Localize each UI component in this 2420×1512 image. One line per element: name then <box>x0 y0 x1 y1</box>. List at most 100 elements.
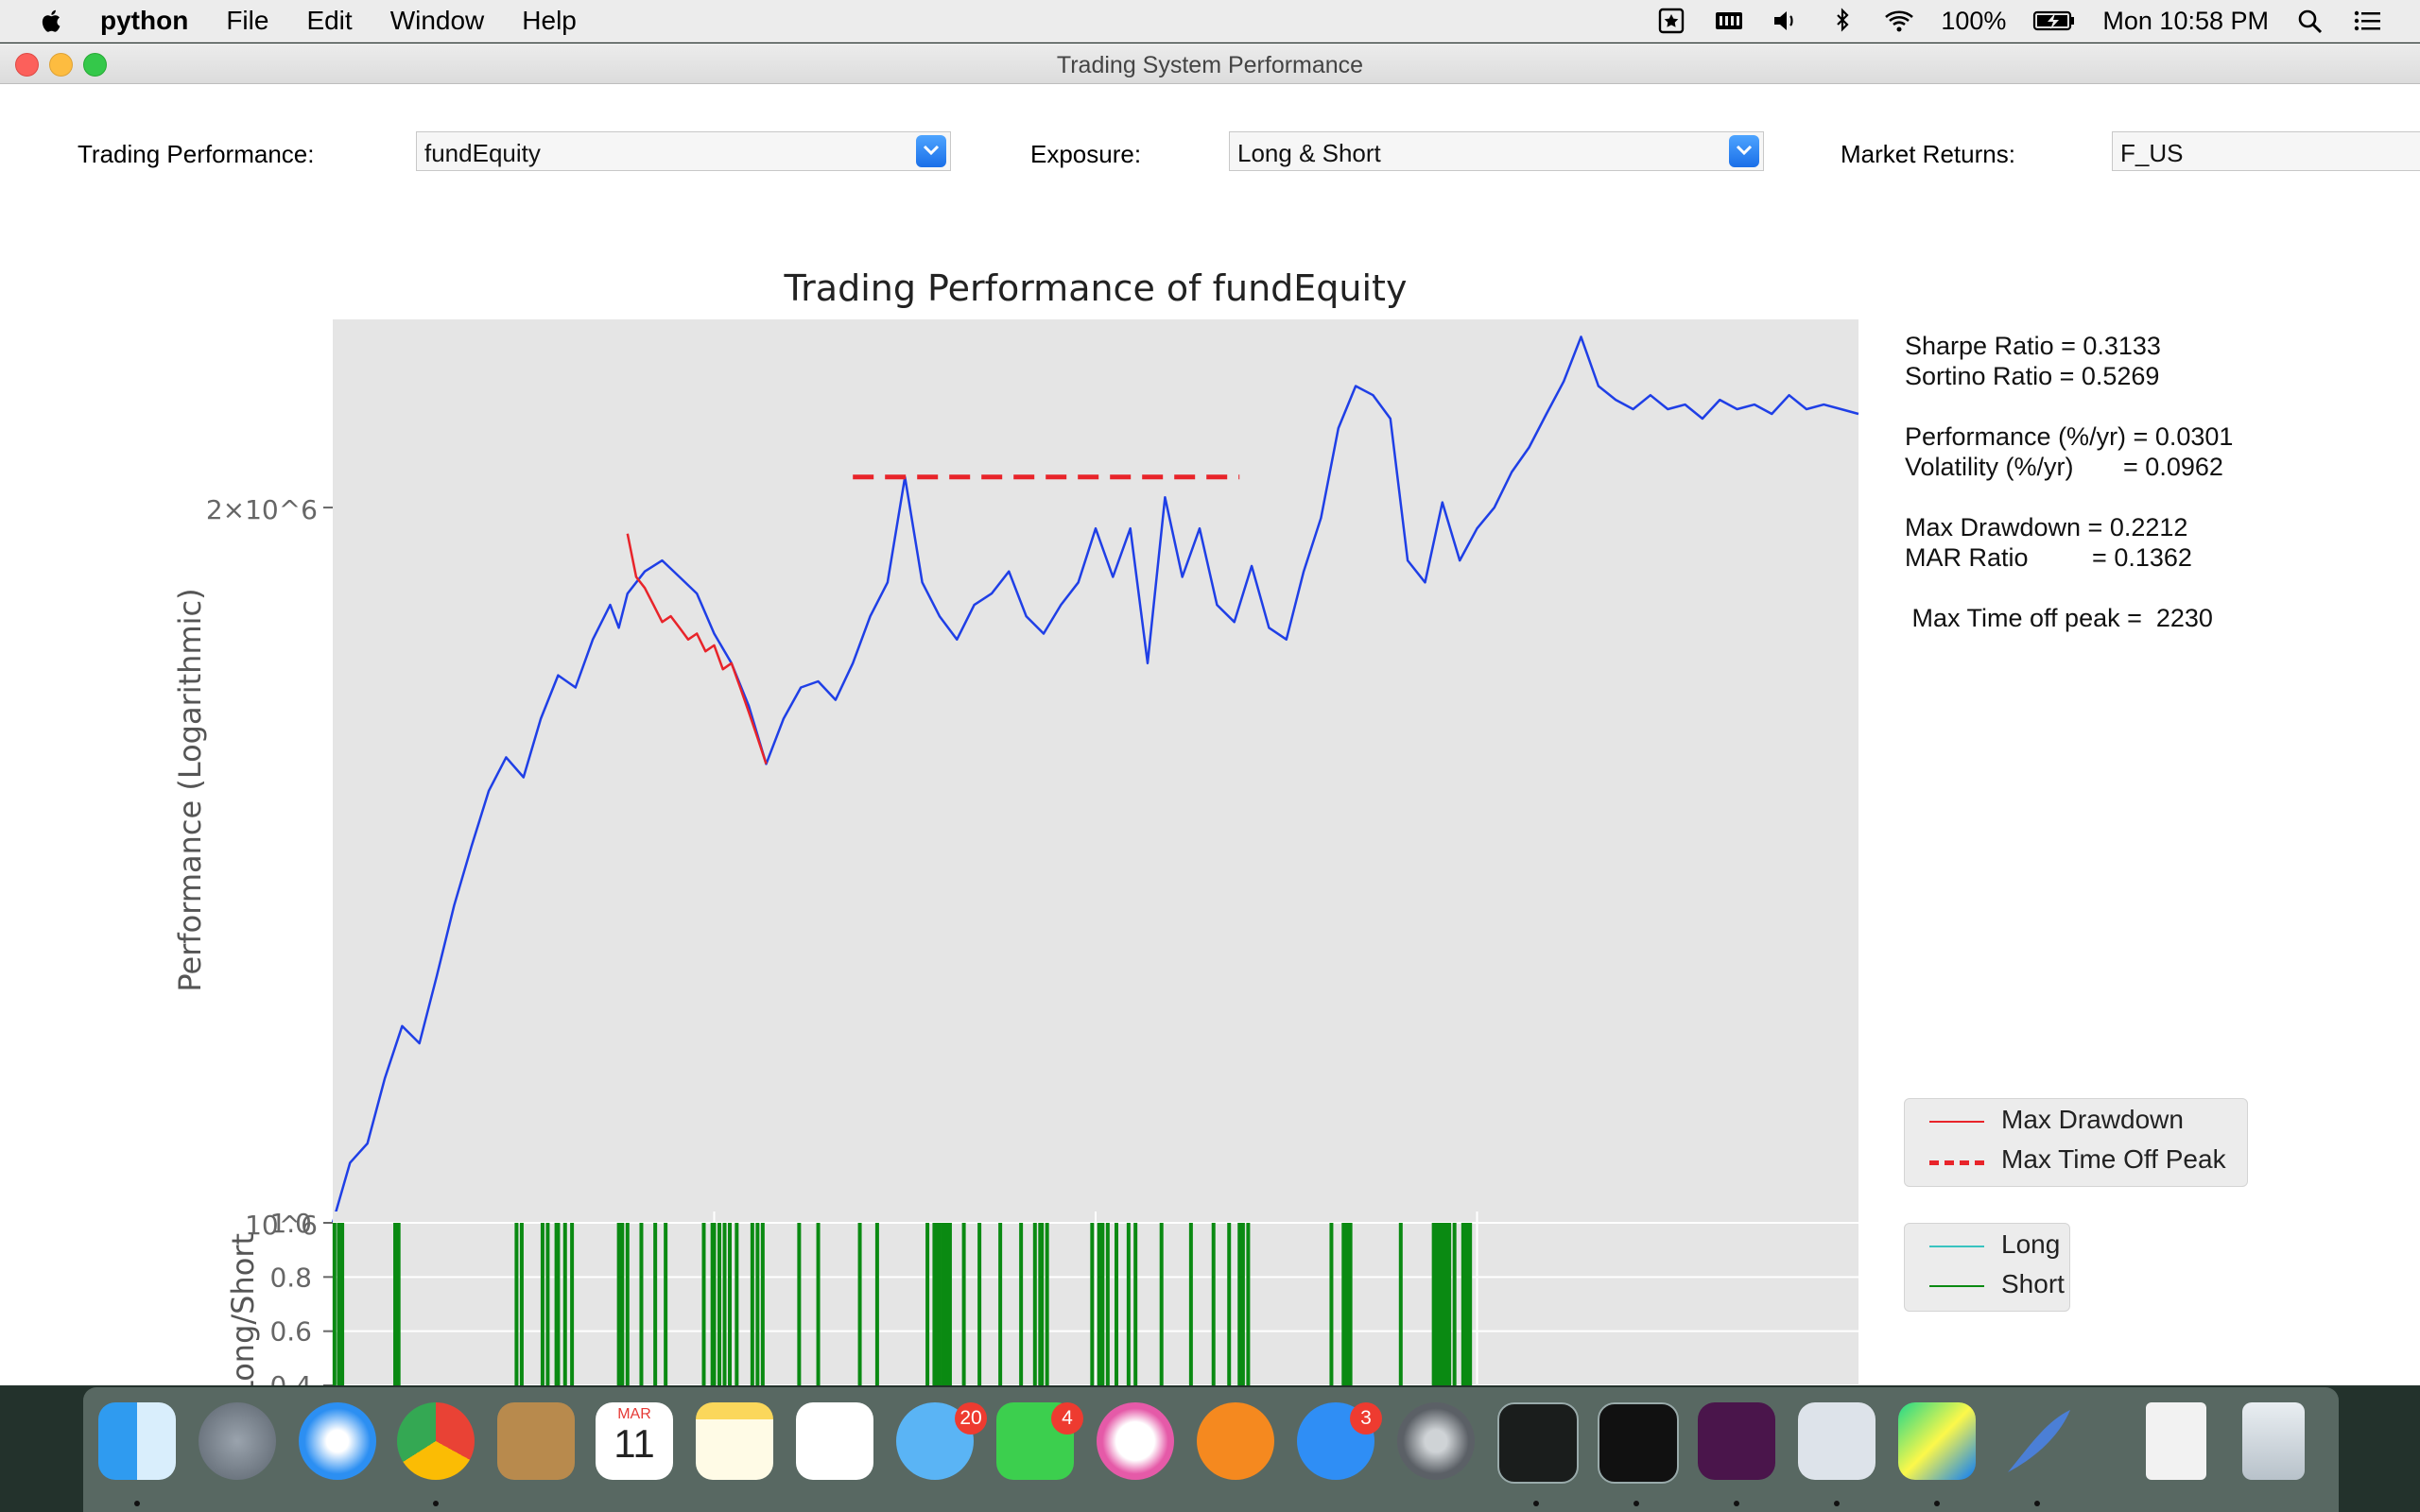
menu-app-python[interactable]: python <box>100 6 189 35</box>
exposure-select[interactable]: Long & Short <box>1229 131 1764 171</box>
main-axes-background <box>333 319 1858 1223</box>
legend-entry-short: Short <box>1914 1267 2066 1305</box>
system-preferences-icon[interactable] <box>1397 1402 1475 1480</box>
sub-y-tick-label: 0.8 <box>269 1262 312 1293</box>
apple-menu-icon[interactable] <box>38 7 66 35</box>
menu-file[interactable]: File <box>226 6 269 35</box>
pycharm-icon[interactable] <box>1898 1402 1976 1480</box>
market-returns-label: Market Returns: <box>1841 140 2015 168</box>
notes-icon[interactable] <box>696 1402 773 1480</box>
activity-monitor-icon[interactable] <box>1497 1402 1579 1484</box>
sub-legend: Long Short <box>1904 1223 2070 1312</box>
main-series-group <box>331 335 1859 1224</box>
terminal-icon[interactable] <box>1598 1402 1679 1484</box>
finder-icon[interactable] <box>98 1402 176 1480</box>
safari-icon[interactable] <box>299 1402 376 1480</box>
running-indicator <box>1533 1501 1539 1506</box>
minimize-button[interactable] <box>49 53 73 77</box>
memory-icon[interactable] <box>1714 8 1744 34</box>
window-titlebar[interactable]: Trading System Performance <box>0 43 2420 84</box>
sub-y-axis-label: Long/Short <box>225 1233 261 1385</box>
stats-panel: Sharpe Ratio = 0.3133 Sortino Ratio = 0.… <box>1905 331 2233 633</box>
zoom-button[interactable] <box>83 53 107 77</box>
chevron-down-icon[interactable] <box>916 135 946 167</box>
launchpad-icon[interactable] <box>199 1402 276 1480</box>
itunes-icon[interactable] <box>1097 1402 1174 1480</box>
contacts-icon[interactable] <box>497 1402 575 1480</box>
legend-swatch <box>1929 1160 1984 1165</box>
legend-label: Short <box>2001 1269 2065 1298</box>
running-indicator <box>433 1501 439 1506</box>
legend-label: Long <box>2001 1229 2061 1259</box>
market-returns-select[interactable]: F_US <box>2112 131 2420 171</box>
running-indicator <box>1734 1501 1739 1506</box>
exposure-label: Exposure: <box>1030 140 1142 168</box>
max-drawdown-stat: Max Drawdown = 0.2212 <box>1905 513 2188 541</box>
notification-center-icon[interactable] <box>2352 8 2382 34</box>
bookmark-star-icon[interactable] <box>1657 8 1687 34</box>
menu-window[interactable]: Window <box>389 6 485 35</box>
menubar-clock[interactable]: Mon 10:58 PM <box>2102 6 2269 35</box>
legend-entry-long: Long <box>1914 1228 2066 1265</box>
sub-y-tick-label: 0.6 <box>269 1316 312 1348</box>
ibooks-icon[interactable] <box>1197 1402 1274 1480</box>
sharpe-ratio: Sharpe Ratio = 0.3133 <box>1905 332 2161 360</box>
reminders-icon[interactable] <box>796 1402 873 1480</box>
chrome-icon[interactable] <box>397 1402 475 1480</box>
trading-performance-select[interactable]: fundEquity <box>416 131 951 171</box>
performance-figure: Trading Performance of fundEquity Perfor… <box>172 267 1859 1385</box>
volume-icon[interactable] <box>1771 8 1801 34</box>
calendar-icon[interactable]: MAR 11 <box>596 1402 673 1480</box>
running-indicator <box>1934 1501 1940 1506</box>
running-indicator <box>2034 1501 2040 1506</box>
window-title: Trading System Performance <box>1056 52 1364 78</box>
legend-entry-max-time-off-peak: Max Time Off Peak <box>1914 1143 2236 1180</box>
max-time-off-peak-stat: Max Time off peak = 2230 <box>1905 604 2213 632</box>
equity-series-line <box>331 335 1859 1224</box>
wifi-icon[interactable] <box>1884 8 1914 34</box>
mar-ratio: MAR Ratio = 0.1362 <box>1905 543 2192 572</box>
sub-y-tick-label: 1.0 <box>269 1208 312 1239</box>
battery-percent: 100% <box>1941 6 2007 35</box>
status-area: 100% Mon 10:58 PM <box>1657 0 2382 42</box>
y-tick-label: 10^6 <box>245 1210 318 1241</box>
calendar-day: 11 <box>614 1421 655 1466</box>
trash-icon[interactable] <box>2242 1402 2305 1480</box>
sub-grid <box>333 1211 1858 1385</box>
sortino-ratio: Sortino Ratio = 0.5269 <box>1905 362 2160 390</box>
trading-performance-label: Trading Performance: <box>78 140 315 168</box>
legend-swatch <box>1929 1121 1984 1123</box>
main-y-ticks: 10^6 2×10^6 <box>206 494 333 1241</box>
facetime-badge: 4 <box>1051 1402 1083 1435</box>
legend-entry-max-drawdown: Max Drawdown <box>1914 1103 2236 1141</box>
running-indicator <box>134 1501 140 1506</box>
max-drawdown-line <box>626 533 768 765</box>
document-icon[interactable] <box>2146 1402 2206 1480</box>
slack-icon[interactable] <box>1698 1402 1775 1480</box>
legend-swatch <box>1929 1285 1984 1287</box>
volatility-per-year: Volatility (%/yr) = 0.0962 <box>1905 453 2223 481</box>
menu-edit[interactable]: Edit <box>306 6 353 35</box>
exposure-value: Long & Short <box>1237 139 1381 167</box>
menu-help[interactable]: Help <box>522 6 577 35</box>
textedit-icon[interactable] <box>1798 1402 1876 1480</box>
messages-badge: 20 <box>955 1402 987 1435</box>
trading-performance-value: fundEquity <box>424 139 541 167</box>
main-legend: Max Drawdown Max Time Off Peak <box>1904 1098 2248 1187</box>
close-button[interactable] <box>15 53 39 77</box>
controls-bar: Trading Performance: fundEquity Exposure… <box>0 85 2420 180</box>
legend-label: Max Time Off Peak <box>2001 1144 2226 1174</box>
legend-swatch <box>1929 1246 1984 1247</box>
short-bars-group <box>332 1223 1473 1385</box>
battery-charging-icon[interactable] <box>2032 8 2076 34</box>
sub-y-ticks: 0.4 0.6 0.8 1.0 <box>269 1208 333 1385</box>
performance-per-year: Performance (%/yr) = 0.0301 <box>1905 422 2234 451</box>
sub-y-tick-label: 0.4 <box>269 1370 312 1385</box>
bluetooth-icon[interactable] <box>1827 8 1858 34</box>
quill-icon[interactable] <box>1998 1402 2076 1480</box>
spotlight-search-icon[interactable] <box>2295 8 2325 34</box>
running-indicator <box>1834 1501 1840 1506</box>
calendar-month: MAR <box>617 1406 651 1422</box>
chevron-down-icon[interactable] <box>1729 135 1759 167</box>
y-axis-label: Performance (Logarithmic) <box>172 588 208 991</box>
